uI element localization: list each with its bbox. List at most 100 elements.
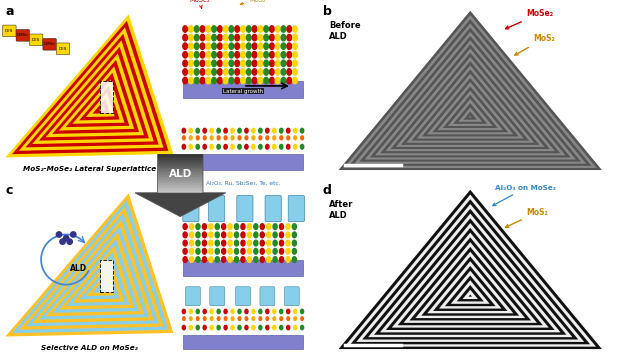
Circle shape (287, 26, 292, 32)
Circle shape (183, 34, 187, 41)
Circle shape (270, 69, 274, 75)
Text: MoS₂: MoS₂ (505, 208, 549, 227)
Circle shape (203, 240, 206, 246)
Circle shape (196, 309, 199, 314)
Circle shape (196, 128, 199, 133)
Circle shape (189, 144, 192, 149)
Circle shape (280, 128, 283, 133)
Circle shape (212, 60, 216, 67)
Circle shape (212, 43, 216, 49)
Circle shape (287, 309, 290, 314)
Circle shape (241, 34, 245, 41)
Circle shape (209, 232, 213, 238)
Polygon shape (72, 79, 124, 124)
Circle shape (194, 34, 199, 41)
Bar (182, 260, 303, 276)
Circle shape (264, 60, 268, 67)
Circle shape (246, 69, 251, 75)
Polygon shape (469, 116, 472, 117)
Circle shape (266, 325, 269, 330)
Circle shape (231, 136, 234, 140)
Polygon shape (468, 295, 472, 297)
Circle shape (273, 248, 277, 254)
Polygon shape (386, 49, 555, 151)
Polygon shape (350, 199, 590, 344)
Bar (157, 171, 203, 173)
Circle shape (183, 232, 187, 238)
Circle shape (221, 248, 226, 254)
Circle shape (280, 224, 283, 229)
Circle shape (275, 26, 280, 32)
Circle shape (194, 26, 199, 32)
Circle shape (210, 309, 213, 314)
Circle shape (238, 309, 241, 314)
Circle shape (300, 128, 303, 133)
Circle shape (251, 128, 255, 133)
Polygon shape (26, 213, 159, 326)
FancyBboxPatch shape (43, 39, 56, 50)
Circle shape (238, 144, 241, 149)
Circle shape (223, 60, 228, 67)
Polygon shape (46, 232, 144, 316)
Polygon shape (6, 193, 173, 337)
Circle shape (228, 248, 232, 254)
Circle shape (252, 317, 255, 320)
Circle shape (235, 77, 240, 84)
Circle shape (224, 325, 227, 330)
Circle shape (209, 240, 213, 246)
Bar (157, 177, 203, 179)
Polygon shape (362, 209, 578, 339)
Circle shape (203, 317, 206, 320)
Text: MoS₂-MoSe₂ Lateral Superlattice: MoS₂-MoSe₂ Lateral Superlattice (23, 166, 156, 172)
Text: MoS₂: MoS₂ (515, 34, 555, 55)
Circle shape (200, 43, 205, 49)
Circle shape (194, 77, 199, 84)
Circle shape (275, 77, 280, 84)
Circle shape (292, 224, 297, 229)
Circle shape (264, 34, 268, 41)
Circle shape (212, 52, 216, 58)
Circle shape (287, 144, 290, 149)
Circle shape (281, 26, 286, 32)
Circle shape (293, 128, 297, 133)
Circle shape (301, 136, 303, 140)
Circle shape (260, 224, 265, 229)
Circle shape (206, 34, 211, 41)
Circle shape (293, 144, 297, 149)
Polygon shape (66, 252, 129, 306)
Polygon shape (411, 69, 529, 141)
Circle shape (217, 309, 220, 314)
Circle shape (229, 69, 234, 75)
Text: b: b (323, 5, 332, 18)
Circle shape (247, 232, 251, 238)
Polygon shape (391, 53, 550, 149)
Circle shape (252, 69, 257, 75)
Circle shape (287, 60, 292, 67)
Circle shape (287, 34, 292, 41)
Circle shape (218, 52, 222, 58)
Circle shape (231, 325, 234, 330)
Circle shape (183, 240, 187, 246)
Circle shape (194, 52, 199, 58)
Polygon shape (375, 40, 566, 155)
Circle shape (238, 136, 241, 140)
Circle shape (182, 128, 186, 133)
Text: After
ALD: After ALD (329, 200, 354, 220)
Circle shape (245, 325, 248, 330)
Circle shape (266, 144, 269, 149)
Circle shape (194, 43, 199, 49)
Circle shape (206, 60, 211, 67)
Circle shape (280, 257, 283, 262)
Circle shape (189, 60, 193, 67)
Circle shape (258, 60, 263, 67)
Circle shape (223, 34, 228, 41)
Circle shape (258, 34, 263, 41)
Circle shape (245, 136, 248, 140)
Circle shape (229, 34, 234, 41)
Polygon shape (66, 73, 129, 127)
Circle shape (280, 240, 283, 246)
Polygon shape (380, 223, 561, 332)
Circle shape (200, 60, 205, 67)
Circle shape (259, 144, 262, 149)
Circle shape (241, 248, 245, 254)
